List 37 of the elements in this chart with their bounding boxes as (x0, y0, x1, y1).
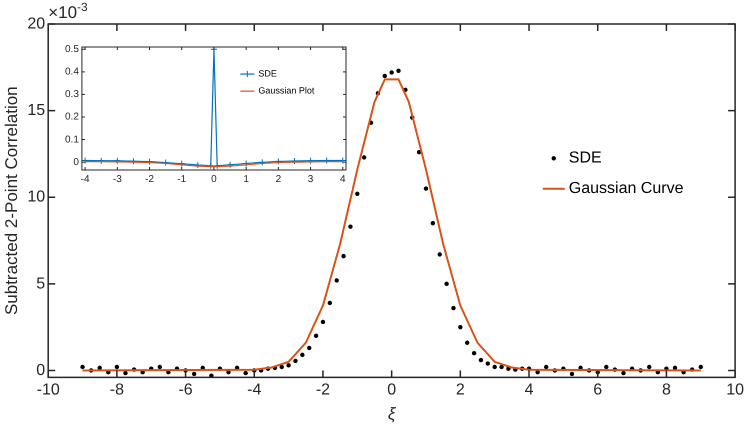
x-tick-label: 0 (387, 381, 396, 398)
x-tick-label: -2 (316, 381, 330, 398)
x-tick-label: 4 (524, 381, 534, 398)
y-tick-label: 0 (36, 362, 46, 379)
y-tick-label: 0.5 (64, 44, 80, 56)
x-tick-label: 10 (726, 381, 744, 398)
x-tick-label: -4 (247, 381, 262, 398)
y-tick-label: 0.1 (64, 134, 80, 146)
x-tick-label: -4 (80, 174, 90, 185)
y-tick-label: 0 (73, 156, 80, 168)
x-tick-label: 4 (340, 174, 346, 185)
legend-label: Gaussian Curve (568, 180, 684, 198)
y-tick-label: 20 (27, 15, 46, 32)
x-tick-label: -8 (110, 381, 124, 398)
legend-label: SDE (258, 68, 277, 79)
x-tick-label: -2 (145, 174, 154, 185)
x-tick-label: 0 (211, 174, 218, 185)
x-tick-label: -10 (36, 381, 60, 398)
x-tick-label: 6 (593, 381, 602, 398)
y-tick-label: 0.4 (64, 66, 80, 78)
y-tick-label: 15 (27, 102, 46, 120)
x-tick-label: -1 (177, 174, 187, 185)
x-axis-title: ξ (388, 404, 397, 424)
x-tick-label: 2 (456, 381, 465, 398)
x-tick-label: 8 (662, 381, 671, 398)
legend-label: Gaussian Plot (258, 86, 315, 96)
y-tick-label: 5 (36, 275, 46, 292)
y-tick-label: 0.3 (64, 89, 80, 100)
x-tick-label: 2 (276, 174, 282, 185)
x-tick-label: -6 (178, 381, 193, 398)
x-tick-label: 3 (308, 174, 314, 185)
y-axis-title: Subtracted 2-Point Correlation (2, 86, 21, 316)
x-tick-label: 1 (243, 174, 250, 185)
y-tick-label: 0.2 (64, 112, 80, 123)
x-tick-label: -3 (112, 174, 122, 185)
y-tick-label: 10 (27, 188, 46, 206)
legend-label: SDE (568, 150, 602, 167)
